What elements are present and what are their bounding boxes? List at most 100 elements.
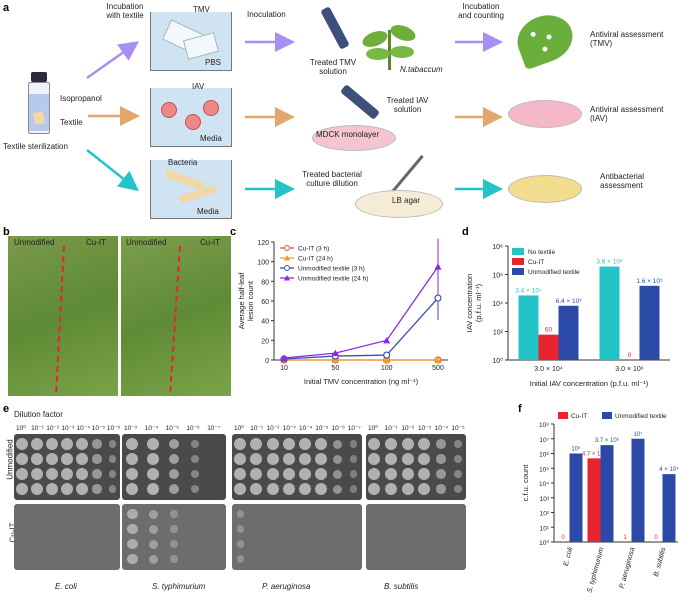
colony-spot [190, 485, 199, 493]
colony-spot [45, 453, 58, 465]
colony-spot [170, 525, 178, 533]
colony-spot [126, 468, 139, 480]
data-point [383, 351, 391, 359]
colony-spot [45, 468, 58, 480]
colony-spot [15, 453, 28, 465]
colony-spot [168, 438, 180, 450]
colony-spot [190, 470, 199, 478]
colony-spot [234, 483, 247, 495]
colony-spot [250, 483, 263, 495]
legend-swatch [512, 258, 524, 265]
y-tick-label: 40 [261, 319, 269, 326]
bar [518, 295, 539, 360]
dilution-label: 10⁻⁵ [91, 425, 106, 432]
colony-spot [92, 469, 103, 479]
dilution-label: 10⁻⁴ [144, 425, 159, 432]
axis-break [555, 488, 678, 493]
leaf-photo-1 [8, 236, 118, 396]
mdck-dish [312, 125, 396, 151]
colony-spot [30, 483, 43, 495]
iav-result-dish [508, 100, 582, 128]
y-tick-label: 10² [493, 330, 504, 337]
y-axis-label: c.f.u. count [521, 464, 530, 502]
x-tick-label: 3.0 × 10⁶ [615, 366, 643, 373]
legend-label: Cu-IT (3 h) [298, 246, 329, 253]
colony-spot [126, 483, 139, 495]
y-tick-label: 10⁸ [492, 244, 503, 251]
legend-label: Unmodified textile (3 h) [298, 266, 365, 273]
colony-spot [61, 468, 73, 480]
bacteria-label: Bacteria [168, 158, 198, 167]
colony-spot [368, 438, 381, 450]
colony-spot [368, 468, 381, 480]
colony-spot [299, 483, 312, 495]
mdck-label: MDCK monolayer [316, 130, 380, 139]
x-tick-label: 50 [331, 365, 339, 372]
x-tick-label: 3.0 × 10⁴ [534, 366, 563, 373]
x-axis-label: Initial TMV concentration (ng ml⁻¹) [304, 377, 419, 386]
colony-spot [453, 440, 462, 448]
species-bsubtilis: B. subtilis [384, 582, 419, 591]
dilution-label: 10⁻⁵ [165, 425, 179, 432]
dilution-label: 10⁻⁴ [434, 425, 449, 432]
bar-value-label: 10⁷ [634, 431, 643, 438]
colony-spot [266, 438, 279, 450]
colony-spot [127, 523, 138, 535]
legend-label: No textile [528, 249, 555, 256]
panel-label-c: c [230, 226, 237, 238]
colony-spot [401, 453, 414, 465]
dilution-label: 10⁻⁷ [207, 425, 221, 432]
colony-spot [282, 483, 295, 495]
colony-spot [76, 453, 89, 465]
colony-spot [76, 483, 89, 495]
y-tick-label: 20 [261, 338, 269, 345]
x-tick-label: 500 [432, 365, 444, 372]
textile-label: Textile [60, 118, 83, 127]
y-tick-label: 120 [257, 240, 269, 247]
colony-spot [333, 484, 343, 494]
y-axis-label: (p.f.u. ml⁻¹) [474, 283, 483, 322]
colony-spot [266, 483, 279, 495]
tmv-label: TMV [193, 5, 210, 14]
colony-spot [385, 468, 397, 480]
antiviral-iav-label: Antiviral assessment (IAV) [590, 105, 664, 123]
data-point [434, 356, 442, 363]
dilution-label: 10⁻⁴ [76, 425, 91, 432]
legend-marker [284, 265, 290, 271]
x-tick-label: S. typhimurium [587, 547, 606, 594]
bar-value-label: 60 [545, 327, 553, 334]
colony-spot [127, 538, 138, 550]
colony-spot [436, 484, 446, 494]
legend-label: Cu-IT [528, 259, 544, 266]
colony-spot [126, 438, 139, 450]
y-tick-label: 60 [261, 299, 269, 306]
dilution-label: 10⁰ [16, 425, 26, 432]
dilution-label: 10⁻⁵ [451, 425, 465, 432]
colony-spot [266, 468, 279, 480]
colony-spot [170, 510, 178, 518]
branch-arrows [86, 32, 503, 199]
bar-value-label: 1.6 × 10⁵ [636, 278, 663, 285]
colony-spot [148, 539, 158, 549]
colony-spot [168, 468, 180, 480]
leaf-midlines [55, 245, 181, 397]
agar-plate-top [366, 434, 466, 500]
colony-spot [401, 438, 414, 450]
agar-plate-top [122, 434, 226, 500]
x-tick-label: E. coli [563, 546, 575, 567]
legend-label: Unmodified textile [615, 413, 667, 420]
colony-spot [418, 453, 431, 465]
colony-spot [76, 438, 89, 450]
bacteria-result-dish [508, 175, 582, 203]
lb-agar-label: LB agar [392, 196, 421, 205]
colony-spot [108, 440, 117, 448]
legend-swatch [512, 268, 524, 275]
y-tick-label: 0 [265, 358, 269, 365]
data-point [280, 354, 288, 362]
dilution-label: 10⁻⁶ [331, 425, 345, 432]
colony-spot [92, 439, 103, 449]
bar-value-label: 0 [628, 352, 632, 359]
bar [558, 305, 579, 360]
n-tabaccum-label: N.tabaccum [400, 65, 443, 74]
bar [639, 285, 660, 360]
